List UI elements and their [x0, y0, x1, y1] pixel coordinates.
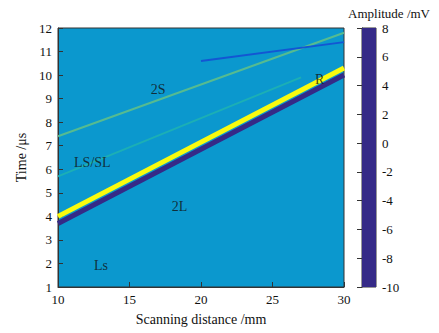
svg-text:12: 12 [39, 21, 52, 36]
svg-text:4: 4 [382, 78, 389, 93]
svg-text:-2: -2 [382, 164, 393, 179]
svg-text:LS/SL: LS/SL [74, 155, 111, 170]
svg-text:-4: -4 [382, 193, 393, 208]
svg-text:Scanning distance /mm: Scanning distance /mm [136, 312, 267, 327]
svg-text:-6: -6 [382, 222, 393, 237]
svg-text:2: 2 [382, 107, 389, 122]
svg-text:R: R [315, 72, 325, 87]
svg-text:8: 8 [46, 115, 53, 130]
svg-text:2L: 2L [172, 199, 188, 214]
svg-text:Amplitude /mV: Amplitude /mV [348, 6, 431, 21]
svg-text:Ls: Ls [94, 258, 108, 273]
svg-text:9: 9 [46, 91, 53, 106]
svg-text:25: 25 [266, 292, 279, 307]
svg-text:15: 15 [123, 292, 136, 307]
svg-text:0: 0 [382, 136, 389, 151]
svg-text:20: 20 [195, 292, 208, 307]
svg-text:8: 8 [382, 21, 389, 36]
svg-text:-8: -8 [382, 251, 393, 266]
svg-text:6: 6 [382, 49, 389, 64]
svg-text:11: 11 [39, 44, 52, 59]
svg-text:3: 3 [46, 232, 53, 247]
svg-text:2S: 2S [151, 82, 166, 97]
svg-text:1: 1 [45, 279, 52, 295]
svg-text:5: 5 [46, 185, 53, 200]
svg-text:7: 7 [46, 138, 53, 153]
svg-text:30: 30 [338, 292, 351, 307]
svg-text:10: 10 [52, 292, 65, 307]
svg-text:Time /μs: Time /μs [14, 133, 29, 182]
svg-text:2: 2 [46, 256, 53, 271]
svg-text:6: 6 [46, 162, 53, 177]
svg-text:10: 10 [39, 68, 52, 83]
svg-text:-10: -10 [382, 280, 399, 295]
svg-text:4: 4 [46, 209, 53, 224]
